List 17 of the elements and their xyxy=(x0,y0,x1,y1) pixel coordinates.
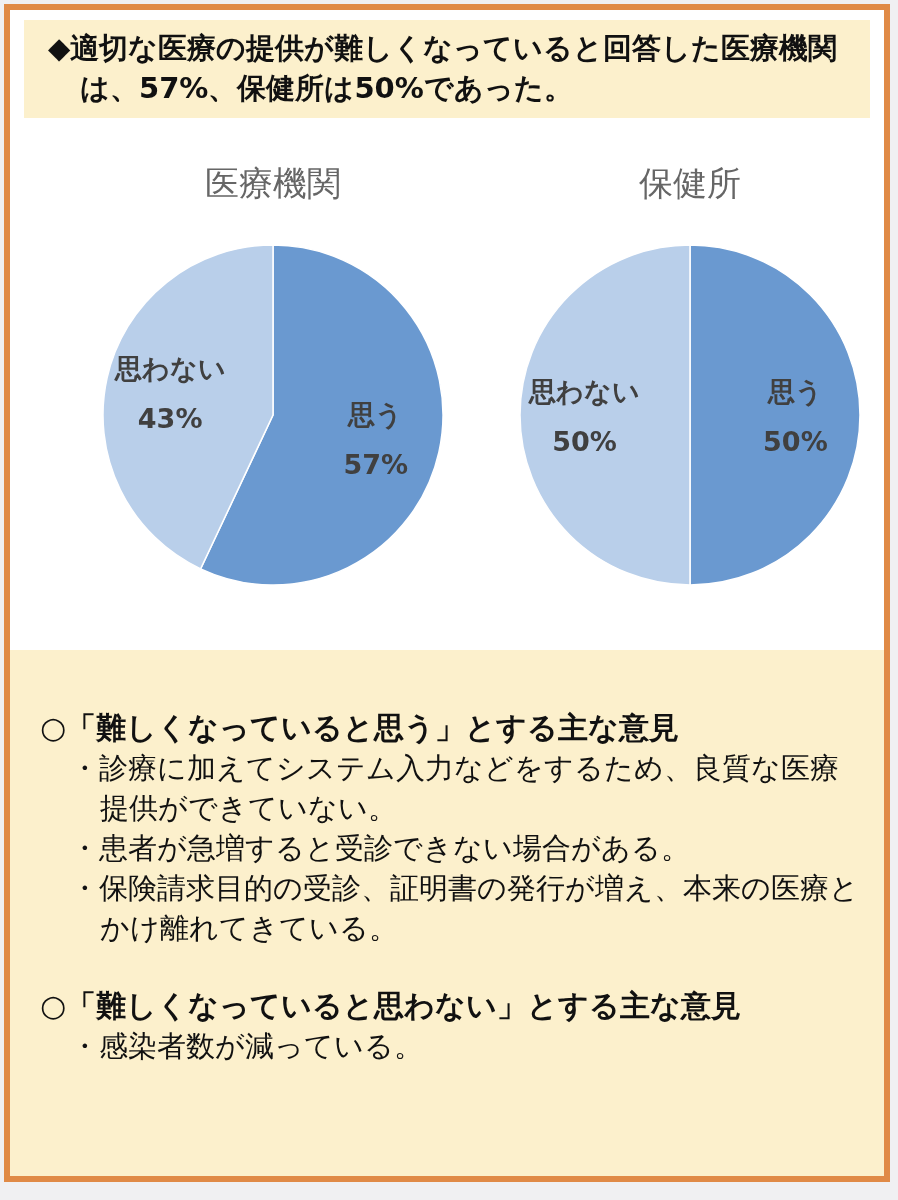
text: ・感染者数が減っている。 xyxy=(69,1028,424,1065)
text: ・患者が急増すると受診できない場合がある。 xyxy=(69,830,691,867)
slice-label: 思う xyxy=(347,398,404,430)
text: ・診療に加えてシステム入力などをするため、良質な医療提供ができていない。 xyxy=(69,750,840,827)
text: ・保険請求目的の受診、証明書の発行が増え、本来の医療とかけ離れてきている。 xyxy=(69,870,860,947)
slice-label: 思う xyxy=(766,376,823,407)
data-label: 50% xyxy=(763,426,828,457)
data-label: 57% xyxy=(343,448,409,480)
data-label: 50% xyxy=(552,426,617,457)
slice-label: 思わない xyxy=(113,353,226,385)
text: ◆適切な医療の提供が難しくなっていると回答した医療機関は、57%、保健所は50%であった。 xyxy=(47,30,839,107)
chart-title: 保健所 xyxy=(639,163,741,203)
data-label: 43% xyxy=(137,403,203,435)
text: ○「難しくなっていると思わない」とする主な意見 xyxy=(40,987,743,1025)
chart-title: 医療機関 xyxy=(205,163,341,203)
text: ○「難しくなっていると思う」とする主な意見 xyxy=(40,709,681,747)
slice-label: 思わない xyxy=(528,376,641,407)
